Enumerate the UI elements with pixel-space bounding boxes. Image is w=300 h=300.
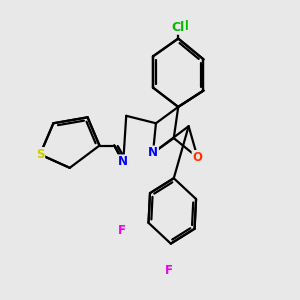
- Text: N: N: [148, 146, 158, 160]
- Text: F: F: [118, 224, 126, 237]
- Text: S: S: [36, 148, 44, 161]
- Text: O: O: [193, 151, 202, 164]
- Text: N: N: [118, 155, 128, 168]
- Text: F: F: [165, 264, 173, 277]
- Text: Cl: Cl: [176, 20, 189, 33]
- Text: Cl: Cl: [172, 21, 185, 34]
